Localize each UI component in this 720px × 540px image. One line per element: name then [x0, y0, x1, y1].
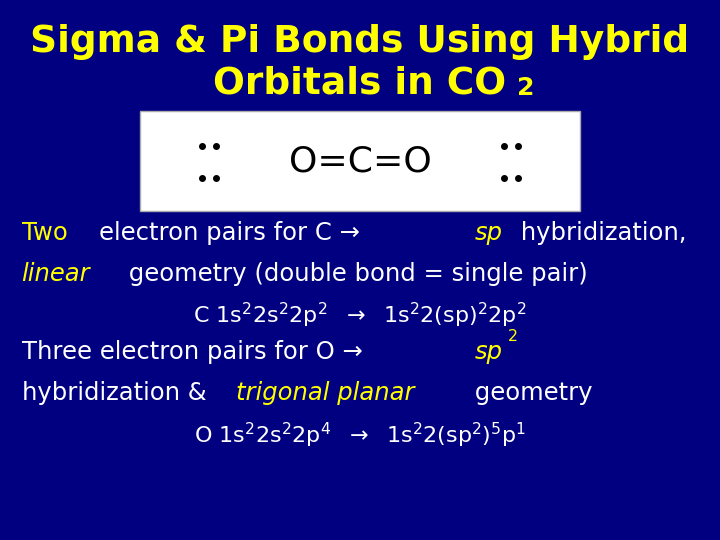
Text: trigonal planar: trigonal planar [236, 381, 415, 404]
Text: Sigma & Pi Bonds Using Hybrid: Sigma & Pi Bonds Using Hybrid [30, 24, 690, 60]
Text: 2: 2 [517, 76, 534, 99]
Text: geometry (double bond = single pair): geometry (double bond = single pair) [121, 262, 588, 286]
Text: Three electron pairs for O →: Three electron pairs for O → [22, 340, 370, 364]
Text: hybridization,: hybridization, [513, 221, 686, 245]
Text: geometry: geometry [467, 381, 592, 404]
Text: hybridization &: hybridization & [22, 381, 214, 404]
Text: O 1s$^2$2s$^2$2p$^4$  $\rightarrow$  1s$^2$2(sp$^2$)$^5$p$^1$: O 1s$^2$2s$^2$2p$^4$ $\rightarrow$ 1s$^2… [194, 421, 526, 450]
Text: sp: sp [475, 340, 503, 364]
FancyBboxPatch shape [140, 111, 580, 211]
Text: C 1s$^2$2s$^2$2p$^2$  $\rightarrow$  1s$^2$2(sp)$^2$2p$^2$: C 1s$^2$2s$^2$2p$^2$ $\rightarrow$ 1s$^2… [194, 301, 526, 330]
Text: Two: Two [22, 221, 68, 245]
Text: O=C=O: O=C=O [289, 145, 431, 179]
Text: 2: 2 [508, 329, 518, 345]
Text: Orbitals in CO: Orbitals in CO [213, 66, 507, 102]
Text: sp: sp [475, 221, 503, 245]
Text: linear: linear [22, 262, 90, 286]
Text: electron pairs for C →: electron pairs for C → [99, 221, 368, 245]
